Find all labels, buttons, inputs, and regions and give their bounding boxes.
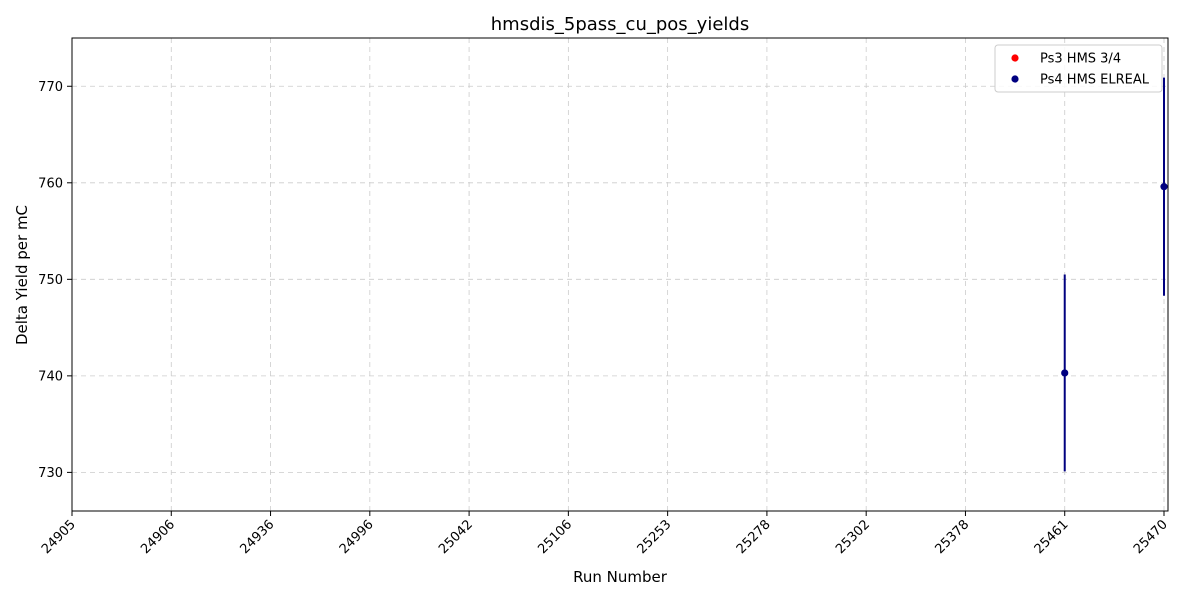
y-tick-label: 760	[38, 176, 63, 191]
data-point	[1061, 369, 1069, 377]
legend-box	[994, 44, 1163, 93]
legend-marker	[1011, 75, 1019, 83]
y-tick-label: 770	[38, 80, 63, 95]
legend-label: Ps3 HMS 3/4	[1040, 52, 1121, 67]
y-tick-label: 730	[38, 466, 63, 481]
x-axis-label: Run Number	[573, 568, 668, 586]
legend: Ps3 HMS 3/4 Ps4 HMS ELREAL	[994, 44, 1163, 93]
y-tick-label: 750	[38, 273, 63, 288]
data-point	[1160, 183, 1168, 191]
plot-area-frame	[71, 37, 1169, 512]
legend-marker	[1011, 54, 1019, 62]
y-axis-ticks: 730 740 750 760 770	[38, 80, 72, 481]
y-axis-label: Delta Yield per mC	[13, 205, 31, 345]
chart-title: hmsdis_5pass_cu_pos_yields	[491, 14, 749, 35]
legend-label: Ps4 HMS ELREAL	[1040, 73, 1150, 88]
y-tick-label: 740	[38, 369, 63, 384]
data-points	[1061, 183, 1168, 377]
